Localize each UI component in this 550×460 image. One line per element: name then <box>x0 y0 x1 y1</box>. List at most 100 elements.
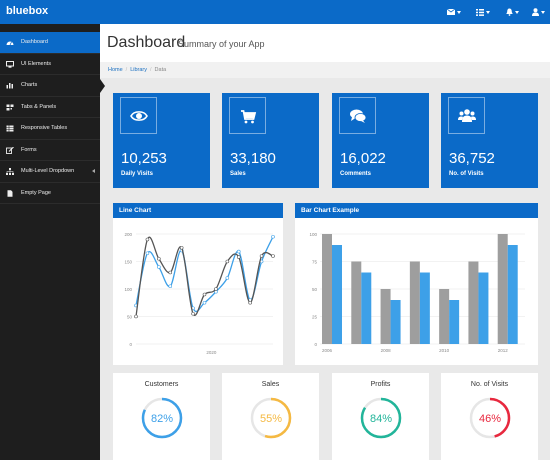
page-subtitle: Summary of your App <box>178 39 265 49</box>
stat-value: 33,180 <box>230 150 276 167</box>
stat-icon-box <box>448 97 485 134</box>
data-point <box>271 234 275 239</box>
caret-down-icon <box>541 10 545 14</box>
sidebar-item-charts[interactable]: Charts <box>0 75 100 97</box>
data-point <box>202 300 207 305</box>
donut-progress-arc <box>250 397 292 439</box>
data-point <box>145 237 150 242</box>
sidebar-item-label: Tabs & Panels <box>21 103 57 110</box>
sidebar-item-label: Charts <box>21 82 38 89</box>
sidebar-item-label: Multi-Level Dropdown <box>21 168 75 175</box>
sidebar: Dashboard UI Elements Charts Tabs & Pane… <box>0 24 100 460</box>
breadcrumb-separator: / <box>125 67 128 73</box>
caret-down-icon <box>515 10 519 14</box>
bar <box>439 289 450 344</box>
sidebar-item-multi-level-dropdown[interactable]: Multi-Level Dropdown <box>0 161 100 183</box>
donut-progress-arc <box>141 397 183 439</box>
stat-value: 16,022 <box>340 150 386 167</box>
panel-heading: Bar Chart Example <box>295 203 538 218</box>
bar <box>419 272 430 344</box>
sidebar-item-label: Empty Page <box>21 189 51 196</box>
bar <box>449 300 460 344</box>
bar <box>507 245 518 344</box>
x-tick-label: 2010 <box>439 348 450 353</box>
data-point <box>259 254 264 258</box>
data-point <box>236 255 241 259</box>
breadcrumb-separator: / <box>150 67 152 73</box>
users-icon <box>458 109 476 122</box>
y-tick-label: 100 <box>309 232 317 237</box>
active-pointer <box>100 79 105 93</box>
data-point <box>225 276 230 280</box>
eye-icon <box>130 111 148 121</box>
bar-chart: 0 25 50 75 100 2006 2008 2010 2012 <box>309 232 525 353</box>
bell-icon <box>506 8 513 16</box>
stat-value: 10,253 <box>121 150 167 167</box>
page-header: Dashboard Summary of your App <box>100 24 550 62</box>
donut-title: Profits <box>370 381 391 388</box>
sidebar-item-dashboard[interactable]: Dashboard <box>0 32 100 54</box>
donut-chart: 46% <box>469 397 511 439</box>
bar <box>351 261 362 344</box>
line-chart: 0 50 100 150 200 2020 <box>124 232 275 355</box>
messages-dropdown[interactable] <box>447 7 461 17</box>
panel-heading: Line Chart <box>113 203 283 218</box>
x-tick-label: 2008 <box>381 348 392 353</box>
cart-icon <box>241 110 257 124</box>
bar <box>478 272 489 344</box>
brand-logo[interactable]: bluebox <box>6 5 49 17</box>
breadcrumb-library[interactable]: Library <box>130 67 148 73</box>
donut-card-sales: Sales 55% <box>222 373 319 460</box>
stat-label: Sales <box>230 171 246 177</box>
alerts-dropdown[interactable] <box>506 7 519 17</box>
x-tick-label: 2020 <box>206 350 217 355</box>
stat-tile-sales[interactable]: 33,180 Sales <box>222 93 319 188</box>
stat-tile-visits[interactable]: 36,752 No. of Visits <box>441 93 538 188</box>
stat-label: No. of Visits <box>449 171 484 177</box>
sidebar-item-empty-page[interactable]: Empty Page <box>0 183 100 204</box>
donut-card-visits: No. of Visits 46% <box>441 373 538 460</box>
desktop-icon <box>6 60 14 68</box>
x-tick-label: 2012 <box>498 348 509 353</box>
data-point <box>214 287 218 291</box>
tasks-dropdown[interactable] <box>476 7 490 17</box>
breadcrumb-home[interactable]: Home <box>108 67 123 73</box>
data-point <box>248 300 252 305</box>
user-icon <box>532 8 539 16</box>
stat-icon-box <box>339 97 376 134</box>
data-point <box>202 292 207 297</box>
table-icon <box>6 125 14 132</box>
bar-chart-icon <box>6 83 13 89</box>
stat-icon-box <box>229 97 266 134</box>
sidebar-item-forms[interactable]: Forms <box>0 140 100 161</box>
donut-progress-arc <box>469 397 511 439</box>
sidebar-item-label: Forms <box>21 146 37 153</box>
data-point <box>157 265 161 269</box>
donut-card-customers: Customers 82% <box>113 373 210 460</box>
stat-tile-daily-visits[interactable]: 10,253 Daily Visits <box>113 93 210 188</box>
dashboard-icon <box>6 41 14 46</box>
data-point <box>191 311 195 316</box>
data-point <box>225 259 230 264</box>
bar <box>322 234 332 344</box>
user-dropdown[interactable] <box>532 7 545 17</box>
data-point <box>168 284 173 289</box>
bar <box>380 289 391 344</box>
stat-tile-comments[interactable]: 16,022 Comments <box>332 93 429 188</box>
list-icon <box>476 8 484 16</box>
bar <box>468 261 479 344</box>
sidebar-item-ui-elements[interactable]: UI Elements <box>0 54 100 75</box>
data-point <box>157 256 161 261</box>
line-chart-panel: Line Chart 0 50 100 150 200 2020 <box>113 203 283 365</box>
edit-icon <box>6 146 14 154</box>
chevron-left-icon <box>92 169 95 173</box>
stat-label: Comments <box>340 171 372 177</box>
x-tick-label: 2006 <box>322 348 333 353</box>
sidebar-item-responsive-tables[interactable]: Responsive Tables <box>0 118 100 140</box>
sidebar-item-label: Responsive Tables <box>21 125 68 132</box>
qrcode-icon <box>6 104 14 110</box>
y-tick-label: 25 <box>312 315 318 320</box>
data-point <box>236 249 241 254</box>
top-navbar: bluebox <box>0 0 550 24</box>
sidebar-item-tabs-panels[interactable]: Tabs & Panels <box>0 97 100 118</box>
